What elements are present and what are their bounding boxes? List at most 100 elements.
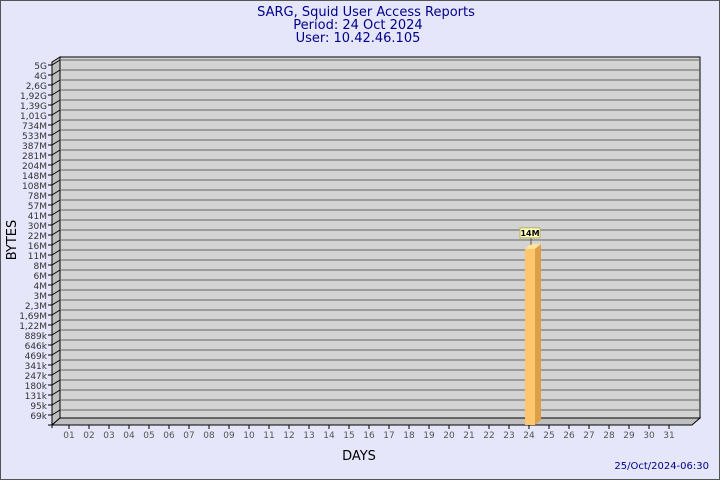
y-tick-diagonal xyxy=(51,119,61,126)
y-tick-label: 57M xyxy=(28,202,47,212)
y-tick-diagonal xyxy=(51,99,61,106)
y-tick-diagonal xyxy=(51,319,61,326)
x-tick-label: 10 xyxy=(243,431,255,441)
y-tick-diagonal xyxy=(51,129,61,136)
y-tick-diagonal xyxy=(51,149,61,156)
y-tick-label: 4M xyxy=(34,282,48,292)
y-tick-diagonal xyxy=(51,299,61,306)
y-tick-label: 469k xyxy=(25,352,48,362)
y-tick-label: 204M xyxy=(22,162,47,172)
y-tick-label: 69k xyxy=(30,412,47,422)
y-tick-diagonal xyxy=(51,249,61,256)
y-tick-diagonal xyxy=(51,199,61,206)
y-tick-diagonal xyxy=(51,309,61,316)
y-tick-label: 11M xyxy=(28,252,47,262)
x-tick-label: 23 xyxy=(503,431,514,441)
x-tick-label: 27 xyxy=(583,431,594,441)
y-tick-diagonal xyxy=(51,239,61,246)
y-tick-diagonal xyxy=(51,209,61,216)
x-tick-label: 04 xyxy=(123,431,135,441)
x-tick-label: 28 xyxy=(603,431,615,441)
y-tick-label: 148M xyxy=(22,172,47,182)
y-tick-label: 78M xyxy=(28,192,47,202)
y-tick-label: 646k xyxy=(25,342,48,352)
y-tick-label: 8M xyxy=(34,262,48,272)
chart-title: SARG, Squid User Access Reports xyxy=(257,5,475,20)
y-tick-label: 1,92G xyxy=(20,92,47,102)
y-tick-diagonal xyxy=(51,169,61,176)
bar-side xyxy=(535,243,541,425)
y-tick-diagonal xyxy=(51,389,61,396)
y-tick-diagonal xyxy=(51,329,61,336)
y-tick-diagonal xyxy=(51,69,61,76)
y-tick-diagonal xyxy=(51,409,61,416)
y-tick-diagonal xyxy=(51,369,61,376)
y-tick-diagonal xyxy=(51,139,61,146)
bar-day-24 xyxy=(525,248,535,425)
x-tick-label: 14 xyxy=(323,431,335,441)
y-tick-diagonal xyxy=(51,279,61,286)
y-tick-label: 131k xyxy=(25,392,48,402)
x-tick-label: 06 xyxy=(163,431,175,441)
x-tick-label: 30 xyxy=(643,431,655,441)
y-tick-diagonal xyxy=(51,359,61,366)
y-tick-label: 387M xyxy=(22,142,47,152)
y-tick-diagonal xyxy=(51,289,61,296)
y-tick-label: 1,01G xyxy=(20,112,47,122)
y-tick-label: 4G xyxy=(34,72,47,82)
y-tick-label: 1,39G xyxy=(20,102,47,112)
y-tick-label: 30M xyxy=(28,222,47,232)
y-tick-diagonal xyxy=(51,179,61,186)
x-tick-label: 09 xyxy=(223,431,235,441)
y-tick-label: 2,3M xyxy=(25,302,47,312)
y-tick-diagonal xyxy=(51,349,61,356)
y-tick-label: 41M xyxy=(28,212,47,222)
y-tick-label: 533M xyxy=(22,132,47,142)
y-tick-label: 16M xyxy=(28,242,47,252)
y-tick-label: 180k xyxy=(25,382,48,392)
x-tick-label: 31 xyxy=(663,431,674,441)
y-tick-diagonal xyxy=(51,229,61,236)
x-tick-label: 01 xyxy=(63,431,74,441)
y-tick-label: 2,6G xyxy=(26,82,47,92)
y-tick-diagonal xyxy=(51,269,61,276)
chart-user: User: 10.42.46.105 xyxy=(296,31,421,46)
y-tick-label: 1,22M xyxy=(19,322,47,332)
x-tick-label: 20 xyxy=(443,431,455,441)
y-axis-label: BYTES xyxy=(5,220,20,261)
y-tick-label: 22M xyxy=(28,232,47,242)
bar-top xyxy=(525,243,541,249)
x-tick-label: 13 xyxy=(303,431,314,441)
x-tick-label: 03 xyxy=(103,431,114,441)
x-tick-label: 18 xyxy=(403,431,415,441)
x-tick-label: 24 xyxy=(523,431,535,441)
x-tick-label: 05 xyxy=(143,431,154,441)
plot-floor xyxy=(50,417,702,426)
y-tick-diagonal xyxy=(51,89,61,96)
y-tick-label: 1,69M xyxy=(19,312,47,322)
y-tick-label: 6M xyxy=(34,272,48,282)
x-tick-label: 02 xyxy=(83,431,94,441)
y-tick-diagonal xyxy=(51,259,61,266)
x-tick-label: 19 xyxy=(423,431,435,441)
y-tick-label: 5G xyxy=(34,62,47,72)
y-tick-diagonal xyxy=(51,159,61,166)
y-tick-label: 341k xyxy=(25,362,48,372)
data-label: 14M xyxy=(520,229,539,238)
y-tick-diagonal xyxy=(51,399,61,406)
y-tick-diagonal xyxy=(51,189,61,196)
x-tick-label: 25 xyxy=(543,431,554,441)
x-tick-label: 15 xyxy=(343,431,354,441)
y-tick-label: 889k xyxy=(25,332,48,342)
y-tick-label: 108M xyxy=(22,182,47,192)
y-tick-diagonal xyxy=(51,219,61,226)
x-axis-label: DAYS xyxy=(342,449,376,464)
x-tick-label: 22 xyxy=(483,431,494,441)
x-tick-label: 26 xyxy=(563,431,575,441)
y-tick-diagonal xyxy=(51,109,61,116)
y-tick-diagonal xyxy=(51,379,61,386)
y-tick-label: 3M xyxy=(34,292,48,302)
y-tick-label: 281M xyxy=(22,152,47,162)
x-tick-label: 17 xyxy=(383,431,394,441)
